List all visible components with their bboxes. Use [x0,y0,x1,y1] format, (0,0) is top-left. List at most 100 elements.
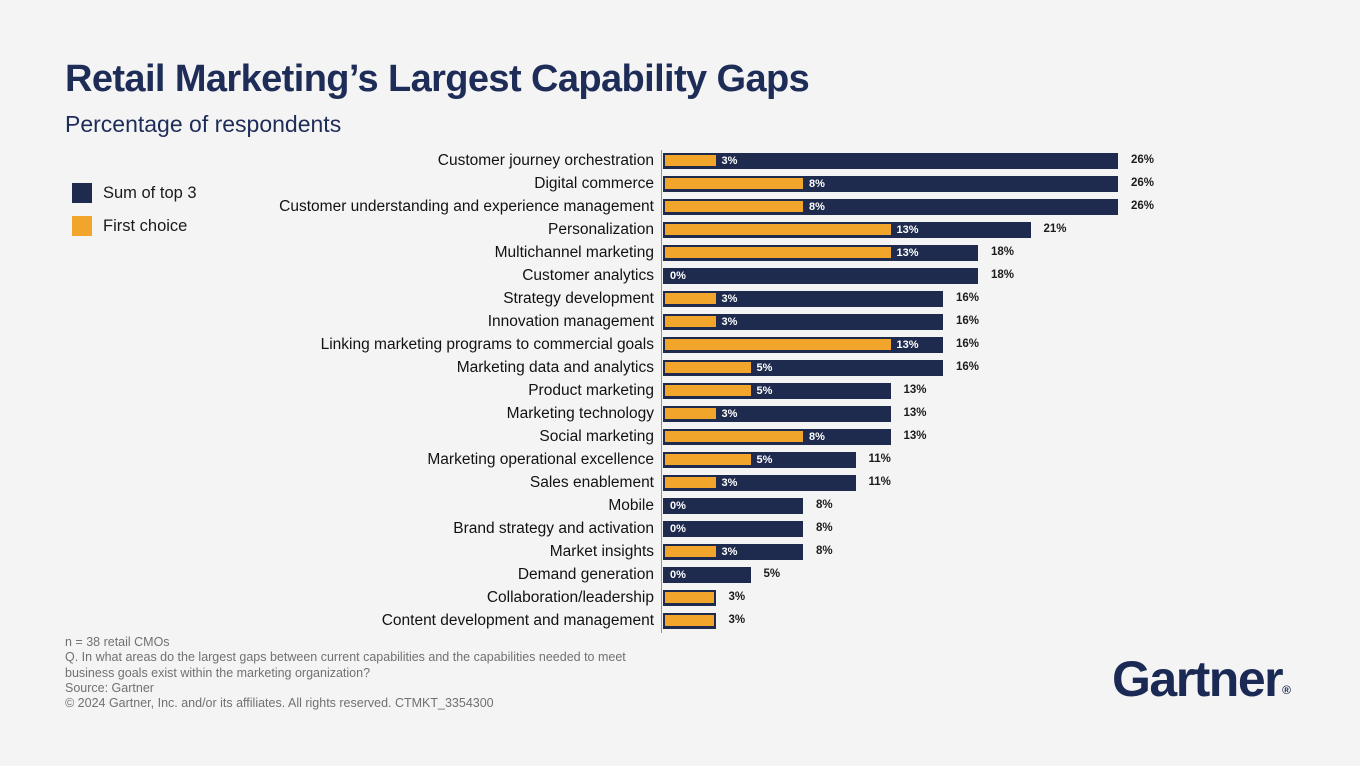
category-label: Marketing technology [506,405,654,422]
value-label-sum-of-top-3: 16% [956,361,980,373]
bar-sum-of-top-3: 13% [663,244,978,261]
value-label-sum-of-top-3: 3% [728,591,746,603]
legend-swatch-first-choice [72,216,92,236]
value-label-first-choice: 3% [721,407,738,420]
value-label-sum-of-top-3: 16% [956,315,980,327]
category-label: Sales enablement [529,474,654,491]
bar-first-choice [665,385,751,396]
bar-sum-of-top-3: 5% [663,451,856,468]
bar-sum-of-top-3: 5% [663,382,891,399]
bar-sum-of-top-3: 0% [663,566,751,583]
value-label-first-choice: 0% [670,522,686,535]
bar-sum-of-top-3 [663,612,716,629]
value-label-first-choice: 3% [721,292,738,305]
value-label-first-choice: 3% [721,154,738,167]
value-label-sum-of-top-3: 26% [1131,200,1155,212]
category-label: Demand generation [517,566,654,583]
bar-sum-of-top-3: 3% [663,152,1118,169]
bar-row: Innovation management 3% 16% [0,310,1360,333]
footnote-question: Q. In what areas do the largest gaps bet… [65,650,626,680]
footnote-copyright: © 2024 Gartner, Inc. and/or its affiliat… [65,696,494,711]
value-label-first-choice: 5% [756,453,773,466]
bar-row: Product marketing 5% 13% [0,379,1360,402]
footnotes: n = 38 retail CMOs Q. In what areas do t… [65,635,627,711]
category-label: Brand strategy and activation [453,520,654,537]
category-label: Linking marketing programs to commercial… [320,336,654,353]
bar-sum-of-top-3: 8% [663,198,1118,215]
category-label: Multichannel marketing [494,244,654,261]
bar-sum-of-top-3: 13% [663,336,943,353]
registered-mark-icon: ® [1282,683,1291,697]
value-label-first-choice: 3% [721,545,738,558]
bar-row: Personalization 13% 21% [0,218,1360,241]
value-label-sum-of-top-3: 3% [728,614,746,626]
value-label-first-choice: 5% [756,384,773,397]
category-label: Strategy development [503,290,654,307]
value-label-sum-of-top-3: 21% [1043,223,1067,235]
bar-row: Marketing data and analytics 5% 16% [0,356,1360,379]
legend-label-sum-of-top-3: Sum of top 3 [103,183,197,202]
legend-swatch-sum-of-top-3 [72,183,92,203]
bar-row: Strategy development 3% 16% [0,287,1360,310]
category-label: Collaboration/leadership [486,589,654,606]
bar-sum-of-top-3: 3% [663,313,943,330]
bar-sum-of-top-3: 0% [663,267,978,284]
value-label-sum-of-top-3: 8% [816,545,833,557]
bar-sum-of-top-3: 3% [663,474,856,491]
value-label-first-choice: 3% [721,476,738,489]
category-label: Content development and management [381,612,654,629]
value-label-sum-of-top-3: 18% [991,246,1015,258]
value-label-first-choice: 5% [756,361,773,374]
bar-sum-of-top-3: 0% [663,497,803,514]
bar-row: Collaboration/leadership 3% [0,586,1360,609]
value-label-first-choice: 0% [670,499,686,512]
category-label: Innovation management [487,313,654,330]
bar-sum-of-top-3: 13% [663,221,1031,238]
bar-row: Content development and management 3% [0,609,1360,632]
bar-first-choice [665,454,751,465]
value-label-sum-of-top-3: 11% [868,453,891,465]
bar-row: Marketing technology 3% 13% [0,402,1360,425]
category-label: Customer journey orchestration [437,152,654,169]
value-label-first-choice: 8% [809,177,825,190]
bar-sum-of-top-3: 8% [663,428,891,445]
bar-first-choice [665,362,751,373]
value-label-sum-of-top-3: 8% [816,499,833,511]
category-label: Customer understanding and experience ma… [279,198,654,215]
bar-first-choice [665,293,716,304]
footnote-source: Source: Gartner [65,680,154,695]
bar-first-choice [665,477,716,488]
value-label-first-choice: 13% [896,338,919,351]
bar-row: Customer analytics 0% 18% [0,264,1360,287]
bar-sum-of-top-3: 3% [663,405,891,422]
bar-sum-of-top-3: 3% [663,290,943,307]
legend-label-first-choice: First choice [103,216,188,235]
value-label-sum-of-top-3: 26% [1131,177,1155,189]
bar-sum-of-top-3: 5% [663,359,943,376]
bar-row: Market insights 3% 8% [0,540,1360,563]
value-label-first-choice: 3% [721,315,738,328]
value-label-sum-of-top-3: 18% [991,269,1015,281]
value-label-sum-of-top-3: 16% [956,292,980,304]
value-label-sum-of-top-3: 13% [903,407,927,419]
category-label: Market insights [549,543,654,560]
axis-line [661,150,662,633]
gartner-logo-text: Gartner [1112,651,1284,707]
bar-row: Sales enablement 3% 11% [0,471,1360,494]
bar-first-choice [665,224,891,235]
bar-row: Marketing operational excellence 5% 11% [0,448,1360,471]
legend: Sum of top 3 First choice [72,183,197,249]
value-label-sum-of-top-3: 11% [868,476,891,488]
chart-subtitle: Percentage of respondents [65,111,342,137]
footnote-n: n = 38 retail CMOs [65,635,170,649]
category-label: Digital commerce [534,175,654,192]
value-label-first-choice: 0% [670,568,686,581]
value-label-sum-of-top-3: 13% [903,430,927,442]
bar-first-choice [665,615,714,626]
bar-sum-of-top-3 [663,589,716,606]
value-label-first-choice: 13% [896,246,919,259]
chart-title: Retail Marketing’s Largest Capability Ga… [65,58,810,100]
value-label-sum-of-top-3: 13% [903,384,927,396]
bar-row: Mobile 0% 8% [0,494,1360,517]
value-label-sum-of-top-3: 8% [816,522,833,534]
